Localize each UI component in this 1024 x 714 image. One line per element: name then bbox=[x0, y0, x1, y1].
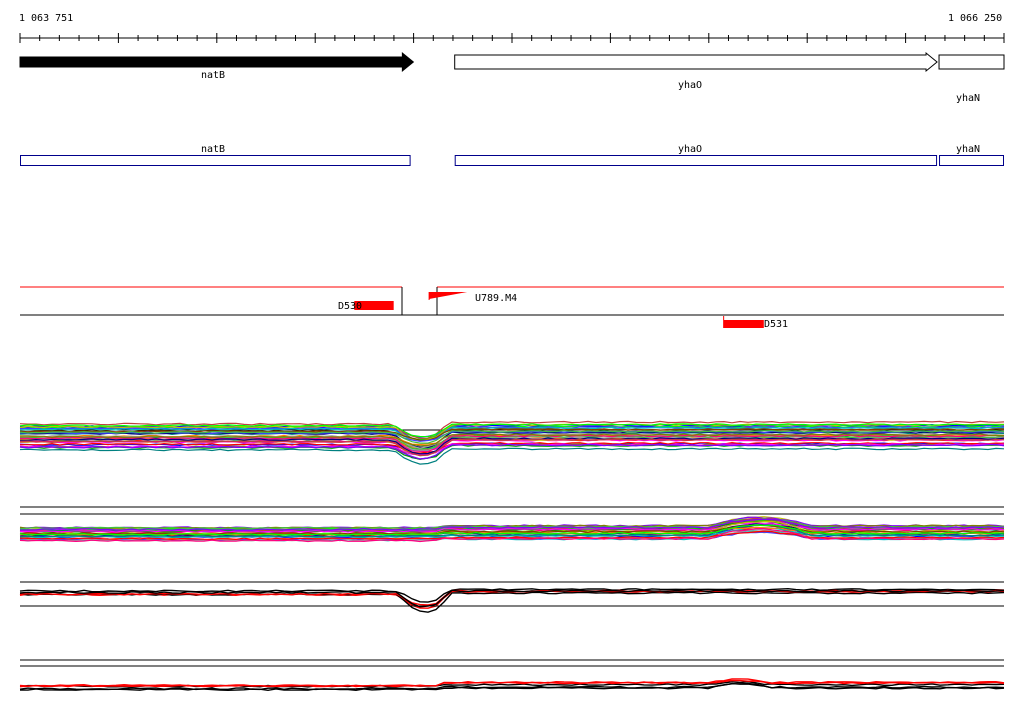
coordinate-axis bbox=[19, 33, 1005, 43]
profile-line bbox=[19, 679, 1005, 688]
profile-line bbox=[19, 420, 1005, 439]
feature-d531 bbox=[723, 320, 764, 328]
profile-line bbox=[19, 433, 1005, 447]
profile-line bbox=[19, 530, 1005, 541]
profile-line bbox=[20, 521, 1005, 533]
expression-profile-panel-1 bbox=[19, 420, 1005, 508]
profile-line bbox=[19, 528, 1005, 543]
expression-profile-panel-4 bbox=[19, 659, 1005, 692]
profile-line bbox=[20, 524, 1005, 538]
gene-arrow-yhao bbox=[454, 51, 938, 73]
profile-line bbox=[19, 423, 1005, 438]
expression-profile-panel-2 bbox=[19, 513, 1005, 543]
expression-profile-panel-3 bbox=[19, 581, 1005, 613]
profile-line bbox=[19, 429, 1005, 444]
gene-label-natb: natB bbox=[201, 70, 226, 81]
axis-end-label: 1 066 250 bbox=[948, 13, 1003, 24]
feature-label-d531: D531 bbox=[764, 319, 789, 330]
profile-line bbox=[19, 426, 1005, 441]
axis-ticks bbox=[19, 33, 1005, 43]
annotation-box-natb bbox=[20, 155, 411, 166]
profile-line bbox=[19, 589, 1005, 608]
profile-line bbox=[19, 443, 1005, 460]
annotation-label-yhao: yhaO bbox=[678, 144, 703, 155]
annotation-box-yhao bbox=[454, 155, 938, 166]
annotation-label-natb: natB bbox=[201, 144, 226, 155]
gene-arrow-yhan bbox=[938, 54, 1005, 70]
feature-label-u789-m4: U789.M4 bbox=[475, 293, 518, 304]
profile-line bbox=[19, 587, 1005, 603]
feature-track bbox=[20, 286, 1004, 328]
gene-track bbox=[19, 51, 1005, 73]
profile-line bbox=[20, 682, 1005, 692]
gene-label-yhao: yhaO bbox=[678, 80, 703, 91]
annotation-track bbox=[20, 155, 1005, 166]
gene-arrow-natb bbox=[19, 51, 415, 73]
profile-line bbox=[19, 434, 1005, 453]
profile-line bbox=[19, 519, 1005, 530]
profile-line bbox=[19, 447, 1005, 465]
feature-label-d530: D530 bbox=[338, 301, 363, 312]
axis-start-label: 1 063 751 bbox=[19, 13, 74, 24]
profile-line bbox=[19, 518, 1005, 531]
profile-line bbox=[20, 441, 1005, 454]
feature-u789-m4 bbox=[429, 292, 468, 299]
profile-line bbox=[19, 682, 1005, 691]
feature-d530 bbox=[354, 301, 394, 310]
annotation-label-yhan: yhaN bbox=[956, 144, 981, 155]
profile-line bbox=[19, 438, 1005, 457]
annotation-box-yhan bbox=[939, 155, 1005, 166]
gene-label-yhan: yhaN bbox=[956, 93, 981, 104]
profile-line bbox=[19, 438, 1005, 452]
profile-line bbox=[19, 524, 1005, 536]
